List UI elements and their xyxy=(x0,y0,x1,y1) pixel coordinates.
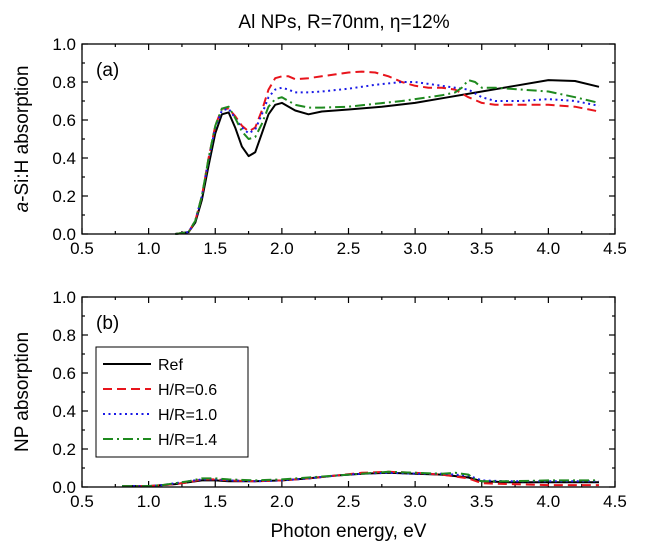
x-tick-label: 3.0 xyxy=(403,492,427,511)
legend-label-h06: H/R=0.6 xyxy=(158,382,217,399)
x-axis-title: Photon energy, eV xyxy=(271,521,427,542)
series-line-h14 xyxy=(122,470,599,488)
legend: Ref H/R=0.6 H/R=1.0 H/R=1.4 xyxy=(95,346,249,458)
y-axis-title: a-Si:H absorption xyxy=(12,66,33,213)
x-tick-label: 3.0 xyxy=(403,239,427,258)
y-tick-label: 0.6 xyxy=(52,111,76,130)
legend-label-ref: Ref xyxy=(158,357,183,374)
plot-frame xyxy=(81,43,616,235)
series-line-h06 xyxy=(175,70,600,235)
panel-label: (a) xyxy=(96,60,119,81)
x-tick-label: 4.0 xyxy=(537,492,561,511)
x-tick-label: 2.0 xyxy=(270,492,294,511)
series-line-h14 xyxy=(175,79,600,235)
panel-b: 0.5 1.0 1.5 2.0 2.5 3.0 3.5 4.0 4.5 0.0 0.2 0.4 0.6 0… xyxy=(12,288,627,542)
figure-title: Al NPs, R=70nm, η=12% xyxy=(238,12,449,33)
y-tick-label: 1.0 xyxy=(52,288,76,307)
legend-box xyxy=(95,346,249,458)
x-tick-label: 4.5 xyxy=(603,492,627,511)
y-tick-label: 0.0 xyxy=(52,478,76,497)
y-tick-label: 0.4 xyxy=(52,402,76,421)
x-tick-label: 2.5 xyxy=(337,492,361,511)
x-tick-label: 2.5 xyxy=(337,239,361,258)
y-tick-label: 0.2 xyxy=(52,440,76,459)
y-tick-label: 0.0 xyxy=(52,225,76,244)
y-tick-label: 0.6 xyxy=(52,364,76,383)
x-tick-label: 4.0 xyxy=(537,239,561,258)
series-line-h10 xyxy=(175,81,600,235)
panel-a: 0.5 1.0 1.5 2.0 2.5 3.0 3.5 4.0 4.5 0.0 0.2 0.4 0.6 0… xyxy=(12,35,627,258)
x-tick-label: 0.5 xyxy=(70,239,94,258)
x-tick-label: 1.0 xyxy=(137,492,161,511)
x-tick-label: 0.5 xyxy=(70,492,94,511)
y-axis-title: NP absorption xyxy=(12,332,33,452)
panel-label: (b) xyxy=(96,313,119,334)
plot-frame xyxy=(81,296,616,488)
series-line-ref xyxy=(175,79,600,235)
x-tick-label: 3.5 xyxy=(470,239,494,258)
x-tick-label: 1.0 xyxy=(137,239,161,258)
legend-label-h10: H/R=1.0 xyxy=(158,407,217,424)
x-tick-label: 3.5 xyxy=(470,492,494,511)
legend-label-h14: H/R=1.4 xyxy=(158,432,217,449)
x-tick-label: 1.5 xyxy=(203,492,227,511)
y-tick-label: 1.0 xyxy=(52,35,76,54)
y-tick-label: 0.8 xyxy=(52,73,76,92)
y-tick-label: 0.4 xyxy=(52,149,76,168)
x-tick-label: 1.5 xyxy=(203,239,227,258)
y-tick-label: 0.2 xyxy=(52,187,76,206)
x-tick-label: 4.5 xyxy=(603,239,627,258)
y-tick-label: 0.8 xyxy=(52,326,76,345)
x-tick-label: 2.0 xyxy=(270,239,294,258)
